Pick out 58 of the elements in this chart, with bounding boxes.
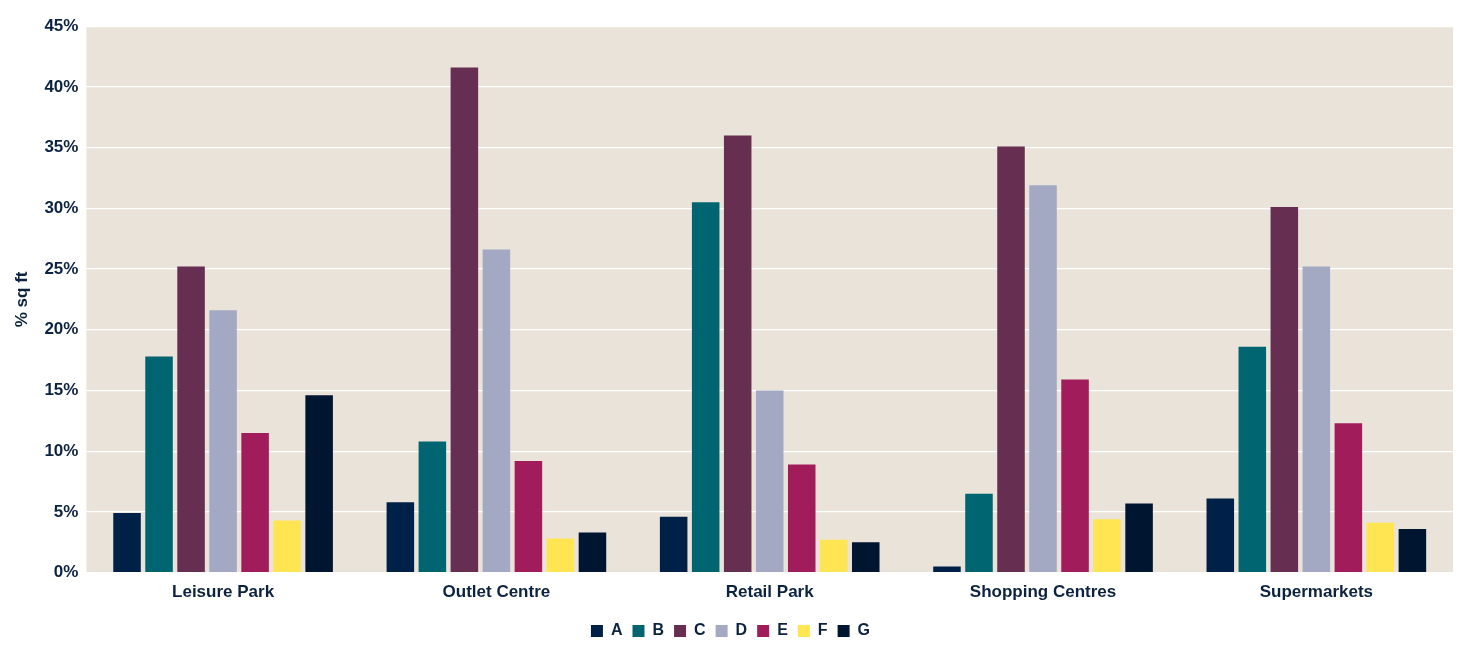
- bar: [1061, 379, 1089, 572]
- bar: [273, 520, 301, 572]
- bar: [819, 539, 848, 572]
- legend-label: D: [735, 621, 748, 639]
- bar: [852, 542, 880, 572]
- bar: [241, 432, 269, 572]
- y-tick-label: 25%: [44, 258, 79, 278]
- bar: [450, 67, 479, 572]
- bar: [1206, 498, 1235, 572]
- y-tick-label: 5%: [53, 501, 79, 521]
- y-tick-label: 35%: [44, 137, 79, 157]
- y-tick-label: 15%: [44, 380, 79, 400]
- x-tick-label: Leisure Park: [172, 582, 275, 602]
- bar: [209, 310, 237, 572]
- bar: [997, 146, 1025, 572]
- legend-label: A: [610, 621, 623, 639]
- x-tick-label: Shopping Centres: [969, 582, 1117, 602]
- bar: [418, 441, 447, 572]
- legend-label: B: [652, 621, 665, 639]
- bar: [1093, 519, 1121, 572]
- bar: [113, 513, 141, 572]
- bar: [514, 460, 543, 572]
- y-axis-title: % sq ft: [11, 271, 31, 328]
- legend-label: F: [817, 621, 828, 639]
- bar: [787, 464, 816, 572]
- x-tick-label: Supermarkets: [1259, 582, 1374, 602]
- bar: [755, 390, 784, 572]
- y-tick-label: 30%: [44, 198, 79, 218]
- legend-label: E: [777, 621, 789, 639]
- bar: [1029, 185, 1057, 572]
- bar: [482, 249, 511, 572]
- bar: [145, 356, 173, 572]
- bar: [965, 493, 993, 572]
- bar: [578, 532, 607, 572]
- bar: [1270, 207, 1299, 572]
- bar: [1125, 503, 1153, 572]
- bar: [386, 502, 415, 572]
- x-tick-label: Outlet Centre: [442, 582, 551, 602]
- y-tick-label: 20%: [44, 319, 79, 339]
- bar: [1366, 522, 1395, 572]
- bar: [305, 395, 333, 572]
- legend-label: G: [857, 621, 871, 639]
- bar: [659, 516, 688, 572]
- x-tick-label: Retail Park: [725, 582, 815, 602]
- y-tick-label: 45%: [44, 15, 79, 35]
- bar: [1238, 346, 1267, 572]
- bar: [933, 566, 961, 572]
- bar: [177, 266, 205, 572]
- y-tick-label: 10%: [44, 440, 79, 460]
- bar: [546, 538, 575, 572]
- bar: [723, 135, 752, 572]
- legend-label: C: [694, 621, 707, 639]
- bar: [1334, 423, 1363, 572]
- bar: [1302, 266, 1331, 572]
- y-tick-label: 40%: [44, 76, 79, 96]
- bar: [691, 202, 720, 572]
- bar: [1398, 528, 1427, 572]
- y-tick-label: 0%: [53, 562, 79, 582]
